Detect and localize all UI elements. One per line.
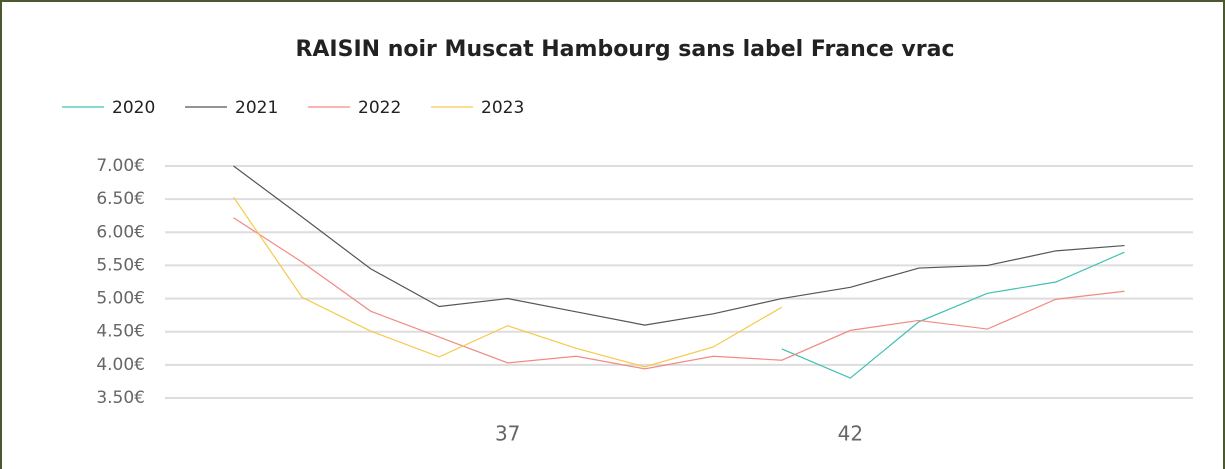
series-line: [233, 196, 783, 368]
legend-label: 2022: [358, 98, 401, 118]
chart-title: RAISIN noir Muscat Hambourg sans label F…: [295, 37, 954, 62]
y-tick-label: 5.00€: [96, 289, 145, 309]
y-tick-label: 4.50€: [96, 322, 145, 342]
y-tick-label: 4.00€: [96, 355, 145, 375]
series-line: [781, 251, 1125, 379]
y-tick-label: 7.00€: [96, 156, 145, 176]
y-tick-label: 3.50€: [96, 388, 145, 408]
y-tick-label: 6.50€: [96, 189, 145, 209]
legend-label: 2021: [235, 98, 278, 118]
legend-label: 2023: [481, 98, 524, 118]
series-line: [233, 217, 1125, 370]
y-tick-label: 5.50€: [96, 255, 145, 275]
y-tick-label: 6.00€: [96, 222, 145, 242]
x-tick-label: 37: [495, 422, 520, 446]
series-line: [233, 165, 1125, 326]
legend-label: 2020: [112, 98, 155, 118]
x-tick-label: 42: [838, 422, 863, 446]
